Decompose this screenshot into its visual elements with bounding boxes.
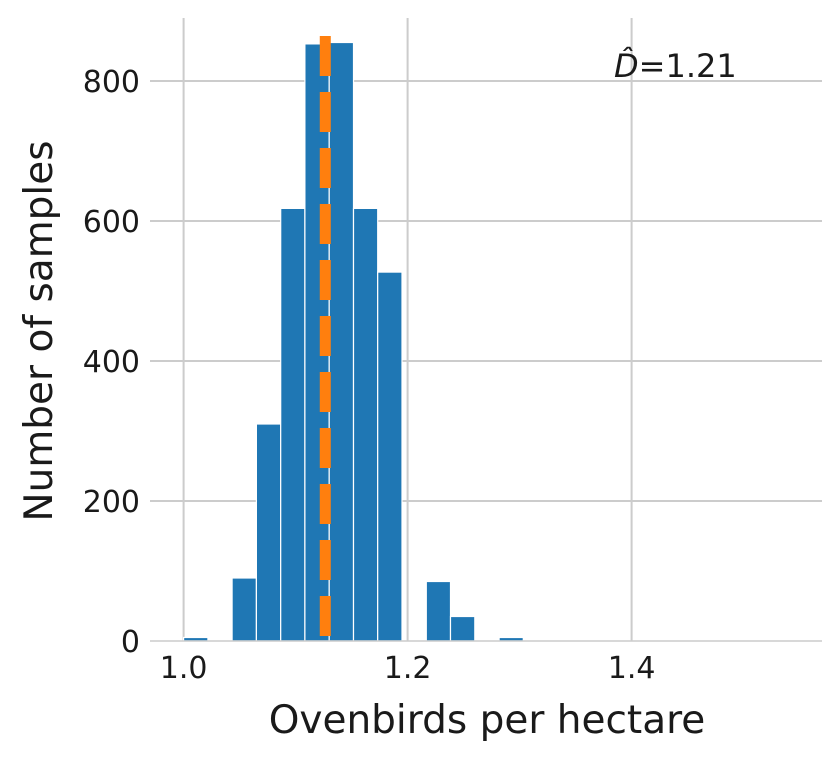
x-tick-labels: 1.0 1.2 1.4 (160, 651, 656, 686)
y-tick-label: 600 (83, 205, 140, 240)
histogram-bar (449, 615, 476, 642)
bars-layer (183, 41, 524, 642)
y-tick-label: 200 (83, 485, 140, 520)
y-tick-label: 800 (83, 65, 140, 100)
histogram-bar (328, 41, 355, 642)
estimate-symbol: D̂ (614, 47, 639, 85)
x-axis-label: Ovenbirds per hectare (269, 698, 706, 743)
y-axis-label: Number of samples (17, 140, 62, 521)
y-tick-label: 0 (121, 625, 140, 660)
estimate-value: =1.21 (639, 47, 737, 85)
histogram-bar (255, 423, 282, 642)
grid-layer (150, 18, 822, 641)
y-tick-label: 400 (83, 345, 140, 380)
histogram-bar (231, 577, 257, 642)
x-tick-label: 1.0 (160, 651, 208, 686)
histogram-bar (377, 271, 403, 642)
estimate-annotation: D̂=1.21 (614, 47, 737, 85)
histogram-bar (425, 580, 452, 642)
histogram-bar (280, 207, 306, 642)
y-tick-labels: 0 200 400 600 800 (83, 65, 140, 660)
x-tick-label: 1.2 (384, 651, 432, 686)
x-tick-label: 1.4 (608, 651, 656, 686)
histogram-bar (352, 207, 379, 642)
